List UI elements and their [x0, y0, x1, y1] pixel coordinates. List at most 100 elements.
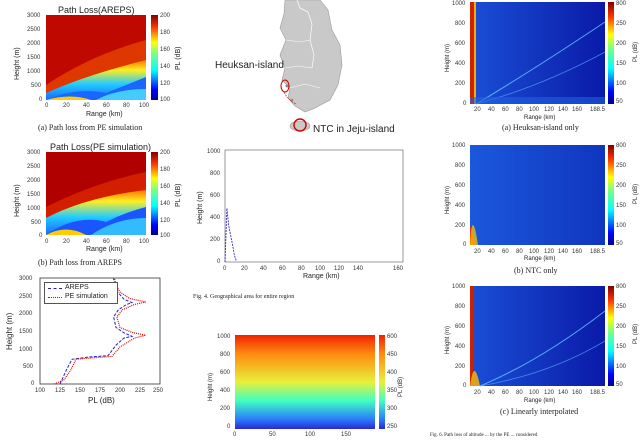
tick: 80	[516, 249, 523, 255]
tick: 200	[616, 324, 627, 330]
range-profile-plot	[224, 149, 404, 263]
tick: 80	[516, 107, 523, 113]
figure-b-title: Path Loss(PE simulation)	[50, 142, 152, 152]
tick: 1500	[27, 55, 41, 61]
tick: 80	[123, 239, 130, 245]
tick: 600	[455, 324, 466, 330]
tick: 100	[616, 223, 627, 229]
right-panel-1-colorbar	[608, 145, 614, 245]
tick: 140	[558, 390, 569, 396]
figure-c-legend: AREPS PE simulation	[44, 282, 118, 304]
tick: 800	[616, 1, 627, 7]
tick: 1000	[217, 334, 231, 340]
tick: 150	[616, 61, 627, 67]
tick: 800	[455, 304, 466, 310]
right-panel-1-caption: (b) NTC only	[514, 266, 558, 275]
tick: 120	[160, 81, 171, 87]
tick: 350	[387, 388, 398, 394]
tick: 300	[387, 406, 398, 412]
tick: 100	[616, 364, 627, 370]
tick: 0	[39, 97, 43, 103]
tick: 120	[334, 266, 345, 272]
tick: 800	[616, 143, 627, 149]
right-panel-0-caption: (a) Heuksan-island only	[502, 123, 579, 132]
tick: 200	[160, 13, 171, 19]
figure-b: Path Loss(PE simulation) 3000 2500 2000 …	[0, 142, 200, 270]
tick: 800	[616, 284, 627, 290]
tick: 200	[455, 364, 466, 370]
tick: 800	[455, 21, 466, 27]
tick: 20	[63, 239, 70, 245]
tick: 0	[227, 424, 231, 430]
tick: 200	[160, 150, 171, 156]
heuksan-label: Heuksan-island	[215, 60, 284, 71]
figure-b-colorbar	[151, 152, 158, 235]
tick: 1000	[19, 347, 33, 353]
tick: 600	[210, 193, 221, 199]
range-profile-figure: 1000 800 600 400 200 0 0 20 40 60 80 100…	[193, 142, 410, 302]
tick: 2000	[27, 41, 41, 47]
tick: 20	[474, 390, 481, 396]
tick: 500	[23, 364, 34, 370]
tick: 0	[39, 233, 43, 239]
series-line-areps	[59, 277, 134, 385]
figure-a-ylabel: Height (m)	[14, 47, 21, 80]
tick: 200	[616, 183, 627, 189]
figure-c-xlabel: PL (dB)	[88, 396, 115, 405]
tick: 3000	[27, 150, 41, 156]
tick: 160	[160, 184, 171, 190]
tick: 40	[488, 390, 495, 396]
figure-a: Path Loss(AREPS) 3000 2500 2000 1500 100…	[0, 0, 200, 142]
tick: 0	[463, 101, 467, 107]
figure-a-xlabel: Range (km)	[86, 111, 123, 118]
tick: 40	[488, 249, 495, 255]
tick: 140	[160, 201, 171, 207]
tick: 188.5	[590, 107, 606, 113]
tick: 100	[529, 107, 540, 113]
tick: 80	[516, 390, 523, 396]
tick: 100	[139, 239, 150, 245]
tick: 50	[616, 241, 623, 247]
bottom-caption: Fig. 6. Path loss of altitude ... by the…	[430, 433, 538, 438]
figure-b-ylabel: Height (m)	[14, 184, 21, 217]
tick: 60	[279, 266, 286, 272]
tick: 100	[305, 432, 316, 438]
tick: 3000	[19, 276, 33, 282]
tick: 450	[387, 352, 398, 358]
tick: 100	[35, 388, 46, 394]
tick: 50	[616, 99, 623, 105]
tick: 160	[393, 266, 404, 272]
tick: 60	[502, 390, 509, 396]
tick: 20	[474, 107, 481, 113]
tick: 0	[31, 381, 35, 387]
tick: 2500	[27, 27, 41, 33]
tick: 400	[220, 388, 231, 394]
figure-c: AREPS PE simulation 3000 2500 2000 1500 …	[0, 270, 200, 441]
tick: 140	[558, 249, 569, 255]
tick: 180	[160, 30, 171, 36]
gradient-ylabel: Height (m)	[208, 372, 214, 401]
figure-a-colorbar	[151, 15, 158, 100]
tick: 100	[529, 390, 540, 396]
right-panel-0-colorbar	[608, 2, 614, 104]
tick: 2500	[27, 164, 41, 170]
tick: 2500	[19, 294, 33, 300]
tick: 150	[341, 432, 352, 438]
figure-b-xlabel: Range (km)	[86, 246, 123, 253]
legend-label-pe: PE simulation	[65, 293, 108, 300]
right-panel-1-cb-label: PL (dB)	[633, 183, 639, 204]
tick: 600	[387, 334, 398, 340]
tick: 600	[455, 41, 466, 47]
legend-swatch-areps	[48, 288, 62, 289]
tick: 100	[139, 103, 150, 109]
range-profile-xlabel: Range (km)	[303, 273, 340, 280]
tick: 500	[31, 83, 42, 89]
tick: 250	[616, 304, 627, 310]
tick: 1000	[27, 69, 41, 75]
figure-a-caption: (a) Path loss from PE simulation	[38, 123, 143, 132]
tick: 160	[572, 107, 583, 113]
gradient-figure: 1000 800 600 400 200 0 0 50 100 150 600 …	[205, 325, 405, 441]
gradient-heatmap	[235, 335, 375, 429]
tick: 0	[463, 242, 467, 248]
legend-swatch-pe	[48, 297, 62, 298]
